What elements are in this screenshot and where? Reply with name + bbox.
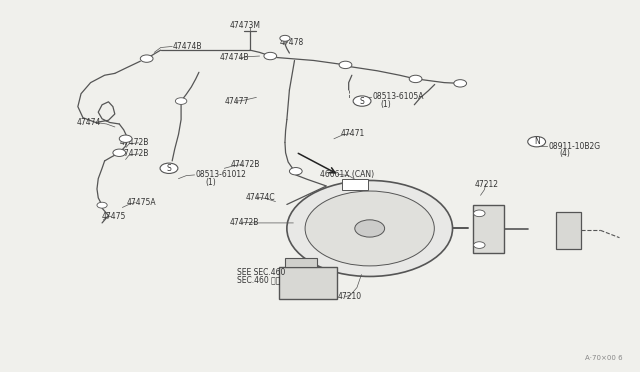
Text: 08911-10B2G: 08911-10B2G [548, 142, 600, 151]
Text: 08513-61012: 08513-61012 [196, 170, 246, 179]
Text: SEC.460 参照: SEC.460 参照 [237, 275, 280, 284]
Text: (4): (4) [559, 149, 570, 158]
Text: 47212: 47212 [474, 180, 498, 189]
Circle shape [353, 96, 371, 106]
Text: (1): (1) [205, 178, 216, 187]
Text: A·70×00 6: A·70×00 6 [585, 355, 623, 361]
Circle shape [409, 75, 422, 83]
Bar [473, 205, 504, 253]
Text: 47478: 47478 [280, 38, 304, 47]
Circle shape [113, 149, 125, 157]
Circle shape [528, 137, 545, 147]
Text: 47472B: 47472B [119, 138, 148, 147]
Text: 47472B: 47472B [119, 150, 148, 158]
Text: 47473M: 47473M [230, 21, 260, 30]
Circle shape [474, 242, 485, 248]
Circle shape [339, 61, 352, 68]
Circle shape [355, 220, 385, 237]
Circle shape [289, 167, 302, 175]
Text: 47472B: 47472B [230, 218, 259, 227]
Circle shape [280, 35, 290, 41]
Text: 47474: 47474 [77, 118, 101, 127]
Text: 47474B: 47474B [220, 53, 249, 62]
Circle shape [97, 202, 107, 208]
Text: SEE SEC.460: SEE SEC.460 [237, 267, 285, 276]
Bar [278, 267, 337, 299]
Circle shape [474, 210, 485, 217]
Circle shape [287, 180, 452, 276]
Text: N: N [534, 137, 540, 146]
Text: 47475: 47475 [102, 212, 127, 221]
Circle shape [264, 52, 276, 60]
Circle shape [140, 55, 153, 62]
Text: 47471: 47471 [340, 129, 365, 138]
Circle shape [119, 135, 132, 142]
Text: 08513-6105A: 08513-6105A [372, 92, 424, 101]
Circle shape [175, 98, 187, 105]
Text: 47477: 47477 [225, 97, 249, 106]
Text: S: S [166, 164, 172, 173]
Text: 47474C: 47474C [246, 193, 275, 202]
Text: (1): (1) [380, 100, 390, 109]
Circle shape [305, 191, 435, 266]
Circle shape [454, 80, 467, 87]
Text: 46061X (CAN): 46061X (CAN) [320, 170, 374, 179]
Text: 47210: 47210 [338, 292, 362, 301]
Text: S: S [360, 97, 364, 106]
Text: 47474B: 47474B [172, 42, 202, 51]
Bar [556, 212, 581, 249]
Circle shape [160, 163, 178, 173]
Text: 47472B: 47472B [231, 160, 260, 169]
Text: 47475A: 47475A [126, 198, 156, 207]
Bar [342, 179, 368, 190]
Bar [285, 258, 317, 267]
